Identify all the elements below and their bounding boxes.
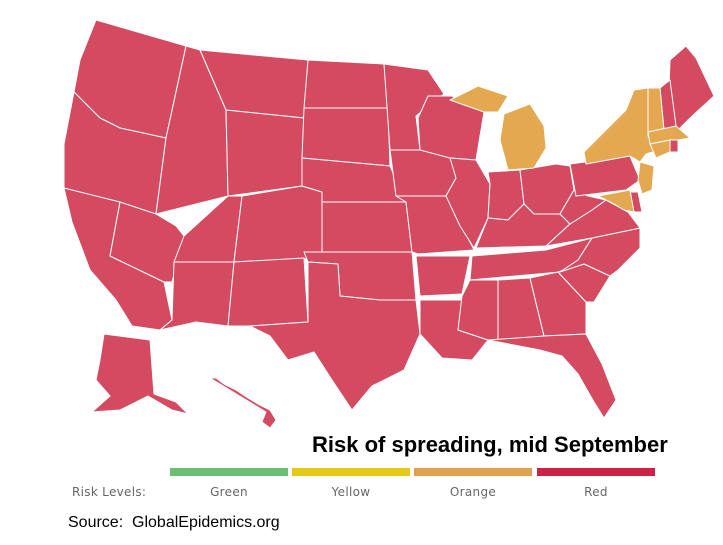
state-ak <box>91 333 189 415</box>
legend-bar-orange <box>414 468 532 476</box>
legend-bar-yellow <box>292 468 410 476</box>
state-il <box>445 157 491 249</box>
state-co <box>233 185 323 263</box>
state-md <box>597 189 635 213</box>
state-nc <box>559 227 641 277</box>
legend-label: Risk Levels: <box>72 485 147 499</box>
state-mi <box>449 85 547 171</box>
legend-bar-green <box>170 468 288 476</box>
source-credit: Source: GlobalEpidemics.org <box>68 514 280 531</box>
map-title: Risk of spreading, mid September <box>312 432 668 457</box>
state-nm <box>227 257 309 327</box>
state-ct <box>649 139 671 159</box>
state-sd <box>301 107 391 167</box>
state-ri <box>669 139 679 153</box>
legend-level-yellow: Yellow <box>331 485 371 499</box>
state-ms <box>457 279 499 341</box>
state-tx <box>249 261 421 411</box>
legend-level-orange: Orange <box>449 485 497 499</box>
state-ga <box>529 271 587 337</box>
state-nd <box>303 59 389 109</box>
state-ar <box>415 255 471 297</box>
state-fl <box>487 333 617 419</box>
state-wy <box>225 109 305 197</box>
legend-bar-red <box>537 468 655 476</box>
state-nj <box>637 161 655 195</box>
state-hi <box>209 377 277 429</box>
legend-level-green: Green <box>210 485 248 499</box>
legend-level-red: Red <box>584 485 608 499</box>
state-ks <box>321 201 413 253</box>
